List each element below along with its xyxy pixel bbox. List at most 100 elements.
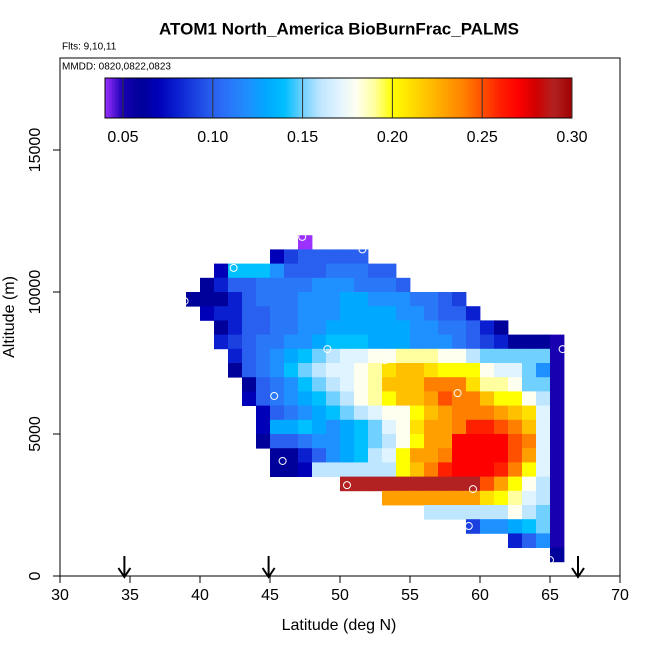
colorbar-segment [536, 78, 540, 118]
colorbar-segment [478, 78, 482, 118]
heatmap-cell [410, 292, 425, 307]
heatmap-cell [550, 448, 565, 463]
heatmap-cell [424, 434, 439, 449]
heatmap-cell [368, 363, 383, 378]
y-tick-label: 5000 [27, 416, 44, 452]
heatmap-cell [480, 348, 495, 364]
heatmap-cell [410, 419, 425, 435]
colorbar-segment [282, 78, 286, 118]
heatmap-cell [522, 377, 537, 392]
heatmap-cell [340, 334, 355, 350]
y-axis-label: Altitude (m) [1, 276, 18, 358]
heatmap-cell [536, 334, 551, 350]
colorbar-segment [263, 78, 267, 118]
heatmap-cell [494, 377, 509, 392]
heatmap-cell [382, 306, 397, 321]
heatmap-cell [410, 363, 425, 378]
heatmap-cell [270, 348, 285, 364]
heatmap-cell [508, 391, 523, 407]
arrow [261, 556, 276, 579]
colorbar-segment [429, 78, 433, 118]
colorbar-segment [380, 78, 384, 118]
heatmap-cell [452, 363, 467, 378]
heatmap-cell [410, 476, 425, 492]
colorbar-segment [165, 78, 169, 118]
colorbar-segment [340, 78, 344, 118]
heatmap-cell [522, 533, 537, 549]
heatmap-cell [396, 363, 411, 378]
heatmap-cell [270, 277, 285, 293]
colorbar-segment [504, 78, 508, 118]
colorbar-segment [532, 78, 536, 118]
heatmap-cell [438, 434, 453, 449]
heatmap-cell [284, 405, 299, 421]
heatmap-cell [312, 462, 327, 478]
colorbar-segment [123, 78, 127, 118]
heatmap-cell [214, 263, 229, 279]
x-tick-label: 40 [191, 587, 209, 604]
flight-point [343, 481, 351, 490]
colorbar-segment [347, 78, 351, 118]
heatmap-cell [312, 391, 327, 407]
heatmap-cell [298, 320, 313, 336]
heatmap-cell [438, 391, 453, 407]
heatmap-cell [326, 292, 341, 307]
arrow [117, 556, 132, 579]
colorbar-segment [350, 78, 354, 118]
heatmap-cell [550, 533, 565, 549]
colorbar-segment [564, 78, 568, 118]
heatmap-cell [536, 405, 551, 421]
colorbar-segment [193, 78, 197, 118]
heatmap-cell [494, 490, 509, 506]
colorbar-segment [259, 78, 262, 118]
heatmap-cell [452, 419, 467, 435]
colorbar-tick-label: 0.10 [197, 129, 228, 146]
heatmap-cell [326, 419, 341, 435]
heatmap-cell [242, 377, 257, 392]
colorbar-segment [196, 78, 199, 118]
heatmap-cell [298, 348, 313, 364]
heatmap-cell [354, 476, 369, 492]
heatmap-cell [424, 363, 439, 378]
heatmap-cell [452, 476, 467, 492]
heatmap-cell [410, 490, 425, 506]
heatmap [186, 235, 565, 563]
colorbar-segment [506, 78, 510, 118]
x-tick-label: 55 [401, 587, 419, 604]
colorbar-segment [476, 78, 480, 118]
y-tick-label: 0 [27, 571, 44, 580]
heatmap-cell [256, 363, 271, 378]
heatmap-cell [466, 348, 481, 364]
heatmap-cell [284, 363, 299, 378]
colorbar-tick-label: 0.05 [107, 129, 138, 146]
heatmap-cell [480, 434, 495, 449]
heatmap-cell [284, 249, 299, 265]
heatmap-cell [242, 334, 257, 350]
heatmap-cell [284, 334, 299, 350]
heatmap-cell [242, 391, 257, 407]
heatmap-cell [284, 391, 299, 407]
heatmap-cell [550, 462, 565, 478]
x-tick-label: 50 [331, 587, 349, 604]
colorbar-segment [235, 78, 239, 118]
heatmap-cell [186, 292, 201, 307]
heatmap-cell [354, 292, 369, 307]
heatmap-cell [270, 334, 285, 350]
colorbar-segment [154, 78, 157, 118]
heatmap-cell [298, 363, 313, 378]
flight-point [278, 456, 287, 465]
heatmap-cell [326, 434, 341, 449]
heatmap-cell [452, 320, 467, 336]
heatmap-cell [410, 462, 425, 478]
flight-point [180, 297, 189, 306]
heatmap-cell [256, 306, 271, 321]
heatmap-cell [424, 476, 439, 492]
heatmap-cell [382, 292, 397, 307]
heatmap-cell [228, 334, 243, 350]
heatmap-cell [466, 320, 481, 336]
heatmap-cell [480, 448, 495, 463]
heatmap-cell [480, 405, 495, 421]
colorbar-segment [205, 78, 209, 118]
heatmap-cell [494, 419, 509, 435]
